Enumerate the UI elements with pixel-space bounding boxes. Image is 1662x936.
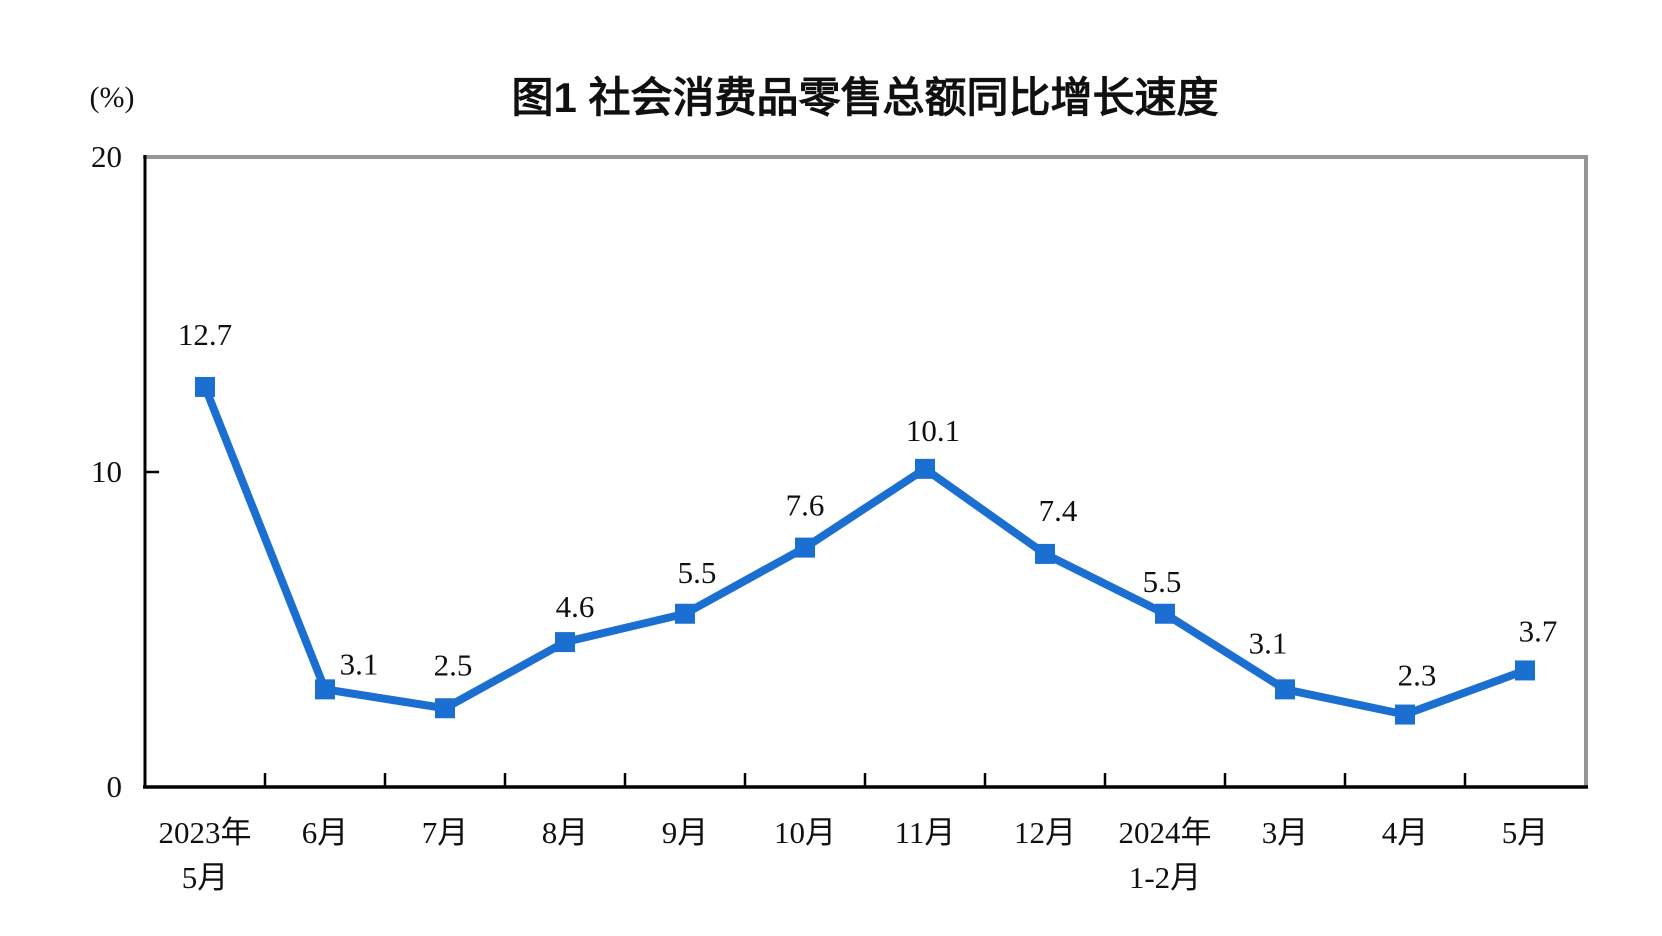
y-axis-tick-label: 0 [107, 769, 123, 804]
x-axis-category-label: 5月 [1502, 815, 1549, 850]
x-axis-category-label: 2023年 [159, 815, 252, 850]
data-point-marker [795, 537, 815, 558]
data-point-marker [555, 632, 575, 653]
data-point-marker [1515, 660, 1535, 681]
data-point-label: 5.5 [678, 555, 717, 590]
data-point-marker [1395, 704, 1415, 725]
x-axis-category-label: 4月 [1382, 815, 1429, 850]
x-axis-category-label: 5月 [182, 860, 229, 895]
x-axis-category-label: 12月 [1014, 815, 1076, 850]
data-point-label: 2.3 [1398, 658, 1437, 693]
data-point-marker [1155, 603, 1175, 624]
data-point-marker [1035, 543, 1055, 564]
data-point-marker [435, 698, 455, 719]
data-line [201, 385, 1527, 719]
data-point-label: 7.4 [1039, 493, 1078, 528]
chart-title: 图1 社会消费品零售总额同比增长速度 [511, 74, 1218, 121]
data-point-marker [675, 603, 695, 624]
x-axis-category-label: 7月 [422, 815, 469, 850]
data-point-marker [315, 679, 335, 700]
data-point-label: 7.6 [786, 488, 825, 523]
x-axis-category-label: 2024年 [1119, 815, 1212, 850]
x-axis-category-label: 10月 [774, 815, 836, 850]
data-point-label: 12.7 [178, 317, 232, 352]
data-point-label: 10.1 [906, 413, 960, 448]
x-axis-category-label: 11月 [895, 815, 956, 850]
data-point-label: 5.5 [1143, 564, 1182, 599]
data-point-marker [915, 458, 935, 479]
x-axis-category-label: 1-2月 [1129, 860, 1201, 895]
plot-area: 0 10 20 2023年 5月 6月 7月 8月 9月 10月 11月 12月 2024年 1-2月 3月… [91, 139, 1588, 895]
x-axis-category-label: 3月 [1262, 815, 1309, 850]
x-axis-category-label: 9月 [662, 815, 709, 850]
y-axis-unit-label: (%) [90, 81, 135, 114]
data-point-label: 3.1 [340, 646, 379, 681]
y-axis-tick-label: 10 [91, 454, 122, 489]
x-axis-category-label: 6月 [302, 815, 349, 850]
data-point-label: 3.1 [1249, 625, 1288, 660]
x-axis-category-label: 8月 [542, 815, 589, 850]
data-point-label: 4.6 [556, 589, 595, 624]
data-point-marker [195, 376, 215, 397]
data-point-label: 2.5 [434, 647, 473, 682]
y-axis-tick-label: 20 [91, 139, 122, 174]
data-point-marker [1275, 679, 1295, 700]
data-point-label: 3.7 [1519, 613, 1558, 648]
